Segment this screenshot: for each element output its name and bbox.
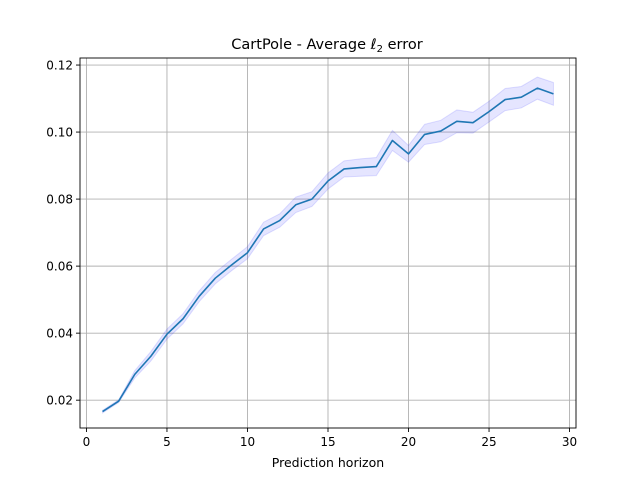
ticks: 0 5 10 15 20 25 30 0.02 0.04 0.06 0.08 0.10 0.12 <box>46 58 577 449</box>
grid <box>80 58 576 428</box>
confidence-band-layer <box>102 76 554 414</box>
y-tick-label: 0.02 <box>46 393 73 407</box>
x-tick-label: 0 <box>83 435 91 449</box>
y-tick-label: 0.12 <box>46 58 73 72</box>
series-line <box>102 87 554 413</box>
confidence-band <box>102 76 554 414</box>
series-line-layer <box>102 87 554 413</box>
x-tick-label: 10 <box>240 435 255 449</box>
x-tick-label: 5 <box>163 435 171 449</box>
y-tick-label: 0.10 <box>46 125 73 139</box>
x-axis-label: Prediction horizon <box>272 455 384 470</box>
y-tick-label: 0.04 <box>46 326 73 340</box>
x-tick-label: 20 <box>401 435 416 449</box>
y-tick-label: 0.08 <box>46 192 73 206</box>
x-tick-label: 15 <box>320 435 335 449</box>
x-tick-label: 25 <box>481 435 496 449</box>
chart-title: CartPole - Average ℓ2 error <box>231 37 422 55</box>
x-tick-label: 30 <box>562 435 577 449</box>
y-tick-label: 0.06 <box>46 259 73 273</box>
